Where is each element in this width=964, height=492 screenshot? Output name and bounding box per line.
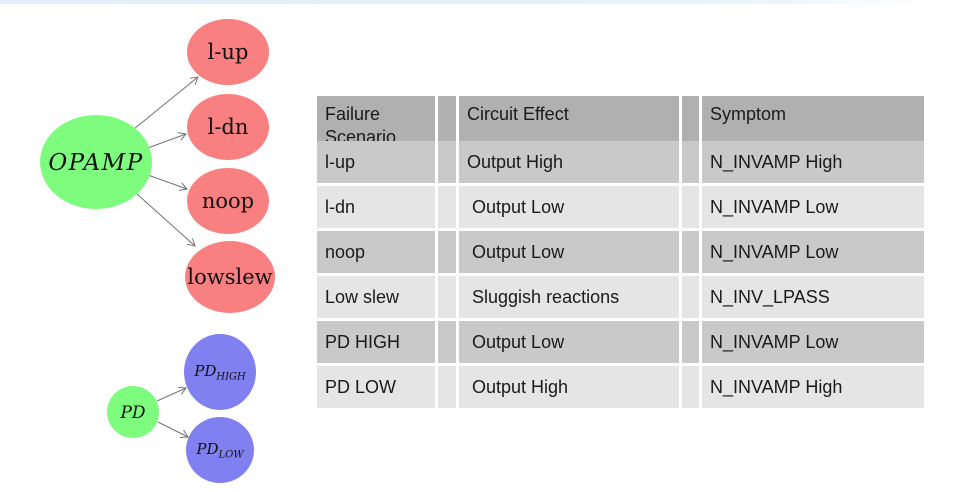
node-shape-opamp	[40, 115, 152, 209]
diagram-edge-opamp-to-noop	[144, 173, 188, 191]
failure-scenario-cell: PD LOW	[317, 366, 435, 408]
node-label-l-up: l-up	[208, 40, 249, 64]
diagram-edge-pd-to-pd-high	[156, 386, 187, 402]
failure-scenario-cell: Low slew	[317, 276, 435, 318]
node-label-lowslew: lowslew	[187, 265, 272, 289]
header-spacer-1	[438, 96, 456, 152]
row-spacer-2	[682, 141, 699, 183]
symptom-cell: N_INVAMP Low	[702, 231, 924, 273]
failure-scenario-table: Failure Scenario Circuit Effect Symptom …	[317, 96, 924, 408]
diagram-edges	[133, 76, 199, 438]
node-label-pd-low: PDLOW	[195, 440, 244, 460]
row-spacer-2	[682, 366, 699, 408]
node-shape-noop	[187, 168, 269, 234]
row-spacer-1	[438, 141, 456, 183]
node-shape-lowslew	[185, 241, 275, 313]
row-spacer-1	[438, 366, 456, 408]
circuit-effect-cell: Output High	[459, 366, 679, 408]
node-shape-pd-high	[184, 334, 256, 410]
diagram-node-pd-low: PDLOW	[186, 417, 254, 483]
row-spacer-2	[682, 276, 699, 318]
diagram-node-pd: PD	[107, 386, 159, 438]
circuit-effect-cell: Output Low	[459, 321, 679, 363]
symptom-cell: N_INV_LPASS	[702, 276, 924, 318]
node-label-pd-high: PDHIGH	[193, 362, 246, 382]
row-spacer-2	[682, 231, 699, 273]
node-label-l-dn: l-dn	[208, 115, 249, 139]
diagram-node-l-up: l-up	[187, 19, 269, 85]
row-spacer-1	[438, 321, 456, 363]
diagram-edge-opamp-to-l-dn	[144, 132, 187, 150]
diagram-node-opamp: OPAMP	[40, 115, 152, 209]
symptom-cell: N_INVAMP Low	[702, 321, 924, 363]
row-spacer-1	[438, 276, 456, 318]
header-spacer-2	[682, 96, 699, 152]
node-label-noop: noop	[202, 189, 254, 213]
diagram-node-l-dn: l-dn	[187, 94, 269, 160]
symptom-cell: N_INVAMP High	[702, 141, 924, 183]
row-spacer-1	[438, 231, 456, 273]
diagram-nodes: OPAMP l-up l-dn noop lowslew PD PDHIGH PDLOW	[40, 19, 275, 483]
failure-scenario-cell: l-up	[317, 141, 435, 183]
node-shape-l-up	[187, 19, 269, 85]
fault-tree-diagram: OPAMP l-up l-dn noop lowslew PD PDHIGH PDLOW	[40, 19, 275, 483]
node-label-opamp: OPAMP	[48, 150, 143, 176]
diagram-edge-opamp-to-l-up	[133, 76, 199, 130]
diagram-edge-pd-to-pd-low	[157, 421, 189, 438]
failure-scenario-cell: noop	[317, 231, 435, 273]
top-accent-strip	[0, 0, 952, 4]
circuit-effect-cell: Sluggish reactions	[459, 276, 679, 318]
diagram-edge-opamp-to-lowslew	[136, 193, 196, 247]
failure-scenario-cell: PD HIGH	[317, 321, 435, 363]
row-spacer-2	[682, 186, 699, 228]
circuit-effect-cell: Output Low	[459, 231, 679, 273]
node-shape-pd-low	[186, 417, 254, 483]
node-shape-pd	[107, 386, 159, 438]
row-spacer-2	[682, 321, 699, 363]
symptom-cell: N_INVAMP Low	[702, 186, 924, 228]
symptom-cell: N_INVAMP High	[702, 366, 924, 408]
row-spacer-1	[438, 186, 456, 228]
diagram-node-noop: noop	[187, 168, 269, 234]
diagram-node-pd-high: PDHIGH	[184, 334, 256, 410]
failure-scenario-cell: l-dn	[317, 186, 435, 228]
circuit-effect-cell: Output High	[459, 141, 679, 183]
node-shape-l-dn	[187, 94, 269, 160]
circuit-effect-cell: Output Low	[459, 186, 679, 228]
node-label-pd: PD	[119, 403, 145, 423]
diagram-node-lowslew: lowslew	[185, 241, 275, 313]
